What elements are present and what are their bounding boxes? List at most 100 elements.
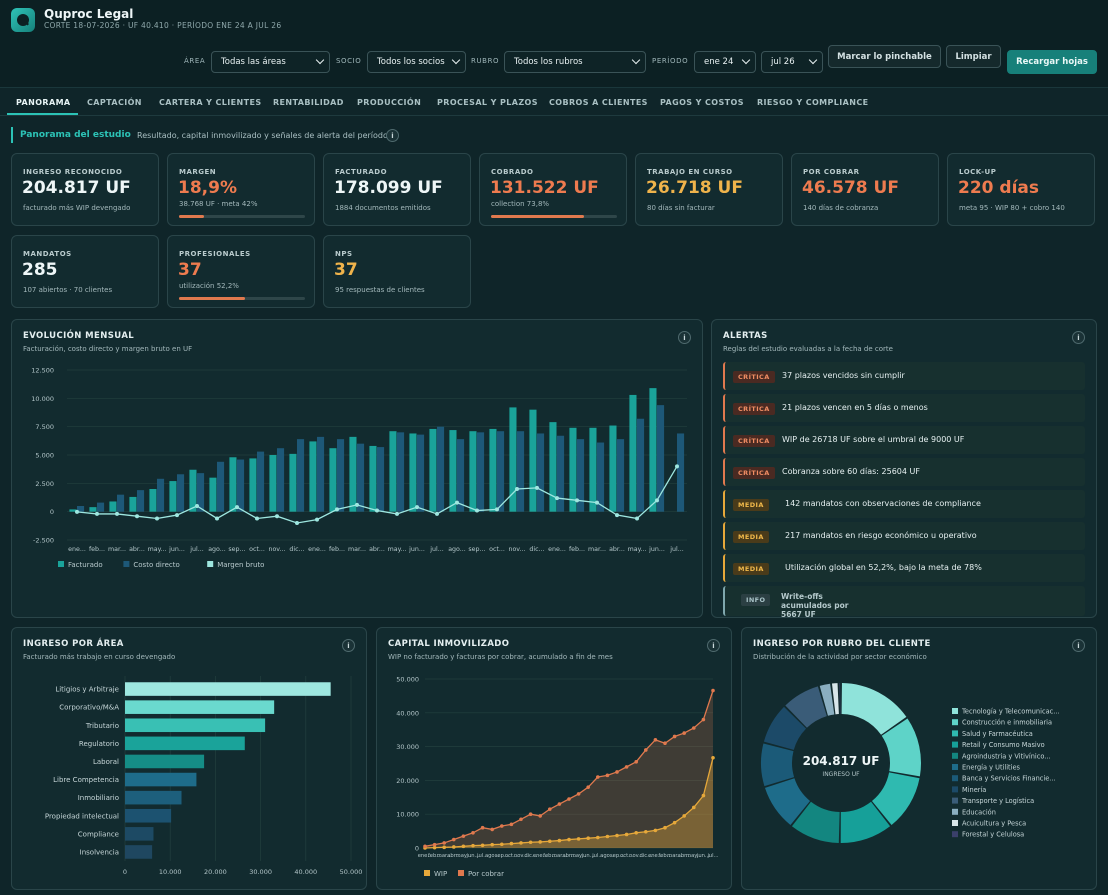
bar-costo <box>197 473 205 512</box>
point-wip <box>509 841 514 846</box>
bar-costo <box>517 431 525 512</box>
y-tick-label: 5.000 <box>35 452 54 460</box>
point-wip <box>557 838 562 843</box>
alert-item[interactable]: CRÍTICA 21 plazos vencen en 5 días o meno… <box>723 394 1085 422</box>
tab-rentabilidad[interactable]: RENTABILIDAD <box>273 98 344 107</box>
kpi-card-cobrado: COBRADO 131.522 UF collection 73,8% <box>479 153 627 226</box>
point-por-cobrar <box>461 834 466 838</box>
bar-costo <box>537 433 545 512</box>
donut-slice <box>840 801 891 843</box>
legend-label: Transporte y Logística <box>961 797 1034 805</box>
x-tick-label: sep... <box>610 853 624 859</box>
tab-panorama[interactable]: PANORAMA <box>16 98 71 107</box>
alert-level-badge: INFO <box>741 594 771 606</box>
alert-item[interactable]: INFO Write-offs acumulados por 5667 UF <box>723 586 1085 617</box>
legend-swatch <box>458 870 464 876</box>
socio-select[interactable]: Todos los socios <box>367 51 466 73</box>
periodo-from-select[interactable]: ene 24 <box>694 51 756 73</box>
point-wip <box>682 814 686 818</box>
alert-item[interactable]: CRÍTICA WIP de 26718 UF sobre el umbral d… <box>723 426 1085 454</box>
info-icon[interactable]: i <box>707 639 720 652</box>
bar-costo <box>397 432 405 512</box>
x-tick-label: feb... <box>543 853 557 859</box>
bar-area <box>125 736 245 751</box>
rubro-select[interactable]: Todos los rubros <box>504 51 646 73</box>
point-wip <box>634 830 638 835</box>
alert-item[interactable]: MEDIA 217 mandatos en riesgo económico u … <box>723 522 1085 550</box>
kpi-sub: utilización 52,2% <box>179 282 239 290</box>
kpi-sub: 95 respuestas de clientes <box>335 286 425 294</box>
kpi-card-profesionales: PROFESIONALES 37 utilización 52,2% <box>167 235 315 308</box>
panel-ingreso-rubro: INGRESO POR RUBRO DEL CLIENTE Distribuci… <box>741 627 1097 890</box>
bar-costo <box>177 474 185 512</box>
point-por-cobrar <box>471 830 475 835</box>
kpi-label: FACTURADO <box>335 168 388 176</box>
y-tick-label: 0 <box>50 508 54 516</box>
info-icon[interactable]: i <box>678 331 691 344</box>
panel-alertas: ALERTAS Reglas del estudio evaluadas a l… <box>711 319 1097 618</box>
y-tick-label: 10.000 <box>31 395 54 403</box>
bar-costo <box>117 494 125 512</box>
point-margen-bruto <box>675 464 679 469</box>
tab-procesal-plazos[interactable]: PROCESAL Y PLAZOS <box>437 98 538 107</box>
bar-facturado <box>149 489 157 512</box>
point-por-cobrar <box>432 842 437 847</box>
x-tick-label: mar... <box>108 546 126 553</box>
alert-text: 21 plazos vencen en 5 días o menos <box>782 403 928 412</box>
section-accent <box>11 127 13 143</box>
x-tick-label: ene... <box>308 546 326 553</box>
tab-captacion[interactable]: CAPTACIÓN <box>87 98 142 107</box>
x-tick-label: ago... <box>485 853 500 859</box>
point-wip <box>653 828 658 833</box>
alert-item[interactable]: MEDIA 142 mandatos con observaciones de c… <box>723 490 1085 518</box>
chevron-down-icon <box>315 55 325 65</box>
x-tick-label: may... <box>628 546 647 553</box>
kpi-card-margen: MARGEN 18,9% 38.768 UF · meta 42% <box>167 153 315 226</box>
alerts-title: ALERTAS <box>723 331 768 341</box>
point-margen-bruto <box>495 507 499 512</box>
info-icon[interactable]: i <box>1072 639 1085 652</box>
alert-item[interactable]: CRÍTICA 37 plazos vencidos sin cumplir <box>723 362 1085 390</box>
bar-costo <box>677 433 685 512</box>
tab-cartera-clientes[interactable]: CARTERA Y CLIENTES <box>159 98 262 107</box>
alert-text: 37 plazos vencidos sin cumplir <box>782 371 905 380</box>
mark-clickable-button[interactable]: Marcar lo pinchable <box>828 45 941 68</box>
socio-filter-label: SOCIO <box>336 57 362 65</box>
alert-level-badge: MEDIA <box>733 499 769 511</box>
bar-costo <box>637 418 645 512</box>
kpi-label: NPS <box>335 250 353 258</box>
y-tick-label: Insolvencia <box>80 848 119 856</box>
bar-costo <box>497 431 505 512</box>
chart-title: INGRESO POR ÁREA <box>23 639 124 649</box>
tab-produccion[interactable]: PRODUCCIÓN <box>357 98 422 107</box>
section-title: Panorama del estudio <box>20 130 131 140</box>
chart-title: EVOLUCIÓN MENSUAL <box>23 331 135 341</box>
area-select[interactable]: Todas las áreas <box>211 51 330 73</box>
bar-facturado <box>349 436 357 512</box>
tab-pagos-costos[interactable]: PAGOS Y COSTOS <box>660 98 744 107</box>
area-por-cobrar <box>425 690 713 848</box>
point-margen-bruto <box>175 513 179 518</box>
bar-costo <box>257 451 265 512</box>
bar-facturado <box>329 448 337 512</box>
donut-slice <box>831 683 839 715</box>
kpi-progress-fill <box>179 215 205 218</box>
point-margen-bruto <box>395 511 399 516</box>
x-tick-label: sep... <box>495 853 509 859</box>
section-info-icon[interactable]: i <box>386 129 399 142</box>
info-icon[interactable]: i <box>1072 331 1085 344</box>
point-wip <box>644 829 648 834</box>
kpi-card-facturado: FACTURADO 178.099 UF 1884 documentos emi… <box>323 153 471 226</box>
tab-riesgo-compliance[interactable]: RIESGO Y COMPLIANCE <box>757 98 869 107</box>
legend-swatch <box>952 775 958 782</box>
x-tick-label: oct... <box>505 853 518 859</box>
alert-item[interactable]: MEDIA Utilización global en 52,2%, bajo l… <box>723 554 1085 582</box>
periodo-to-select[interactable]: jul 26 <box>761 51 823 73</box>
reload-sheets-button[interactable]: Recargar hojas <box>1007 50 1097 74</box>
bar-facturado <box>609 425 617 512</box>
clear-button[interactable]: Limpiar <box>946 45 1001 68</box>
bar-facturado <box>369 445 377 512</box>
tab-cobros-clientes[interactable]: COBROS A CLIENTES <box>549 98 648 107</box>
alert-item[interactable]: CRÍTICA Cobranza sobre 60 días: 25604 UF <box>723 458 1085 486</box>
info-icon[interactable]: i <box>342 639 355 652</box>
